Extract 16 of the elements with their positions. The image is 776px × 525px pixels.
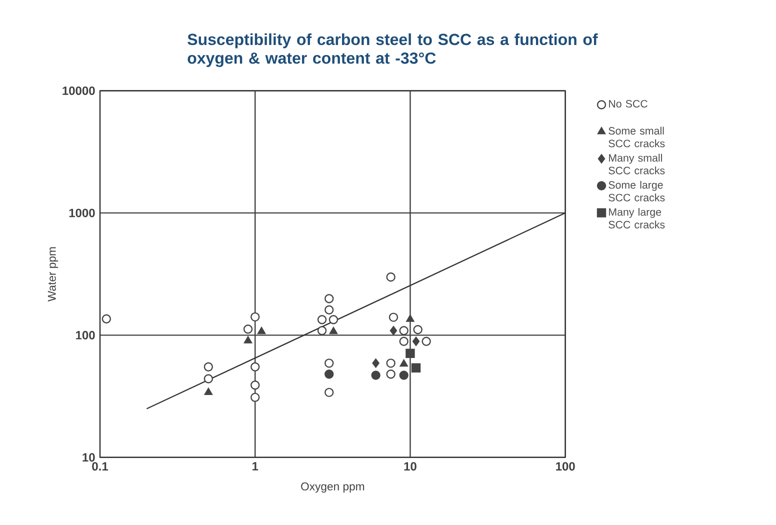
y-tick-label: 1000 xyxy=(69,208,95,218)
y-axis-title: Water ppm xyxy=(48,247,58,302)
legend-label: No SCC xyxy=(609,100,648,108)
y-tick-label: 10000 xyxy=(62,86,95,95)
x-tick-label: 100 xyxy=(556,462,575,471)
x-tick-label: 10 xyxy=(404,462,416,471)
legend-label: Many small SCC cracks xyxy=(608,154,665,174)
x-tick-label: 1 xyxy=(252,462,258,470)
x-tick-label: 0.1 xyxy=(92,462,108,471)
legend-label: Some large SCC cracks xyxy=(608,180,665,202)
x-axis-title: Oxygen ppm xyxy=(301,482,364,493)
chart-title: Susceptibility of carbon steel to SCC as a function of oxygen & water content at -33°C xyxy=(188,33,598,68)
legend-label: Many large SCC cracks xyxy=(608,208,665,228)
y-tick-label: 10 xyxy=(82,453,95,462)
legend-label: Some small SCC cracks xyxy=(608,126,665,148)
y-tick-label: 100 xyxy=(76,330,95,340)
